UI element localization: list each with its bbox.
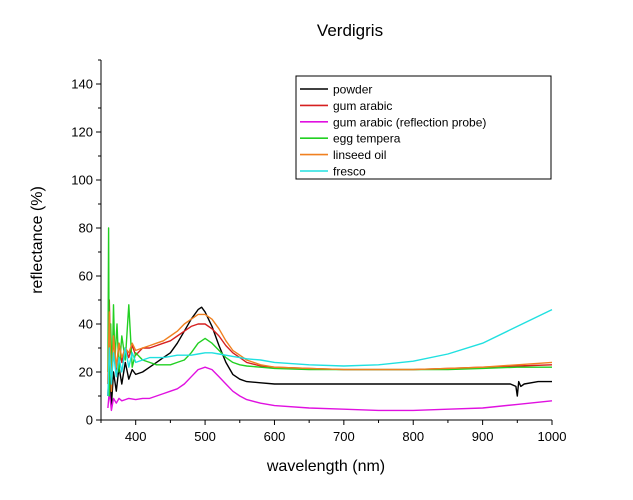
chart-title: Verdigris <box>317 21 383 40</box>
x-tick-label: 900 <box>472 429 494 444</box>
series-line-5 <box>107 308 553 397</box>
y-tick-label: 60 <box>79 269 93 284</box>
x-tick-label: 600 <box>264 429 286 444</box>
y-tick-label: 40 <box>79 317 93 332</box>
legend-label-5: fresco <box>333 165 366 179</box>
plot-area <box>100 60 552 421</box>
series-line-3 <box>107 227 552 397</box>
y-tick-label: 140 <box>71 77 93 92</box>
y-tick-label: 0 <box>86 413 93 428</box>
series-line-1 <box>107 299 553 392</box>
x-tick-label: 400 <box>125 429 147 444</box>
y-ticks: 0 20 40 60 80 100 120 140 <box>71 59 101 428</box>
y-tick-label: 80 <box>79 221 93 236</box>
legend-label-1: gum arabic <box>333 99 392 113</box>
legend-label-4: linseed oil <box>333 148 386 162</box>
y-axis-title: reflectance (%) <box>29 186 46 294</box>
y-tick-label: 20 <box>79 365 93 380</box>
x-tick-label: 800 <box>402 429 424 444</box>
legend-label-3: egg tempera <box>333 132 401 146</box>
legend-box <box>295 75 552 180</box>
legend: powder gum arabic gum arabic (reflection p… <box>295 75 552 180</box>
y-tick-label: 120 <box>71 125 93 140</box>
legend-label-2: gum arabic (reflection probe) <box>333 115 486 129</box>
series-layer <box>107 227 553 412</box>
x-tick-label: 1000 <box>538 429 567 444</box>
x-tick-label: 700 <box>333 429 355 444</box>
series-line-0 <box>107 306 552 407</box>
x-ticks: 400 500 600 700 800 900 1000 <box>100 420 567 444</box>
x-tick-label: 500 <box>194 429 216 444</box>
series-line-2 <box>107 366 553 412</box>
legend-label-0: powder <box>333 83 372 97</box>
x-axis-title: wavelength (nm) <box>266 458 385 475</box>
series-line-4 <box>107 311 553 392</box>
y-tick-label: 100 <box>71 173 93 188</box>
